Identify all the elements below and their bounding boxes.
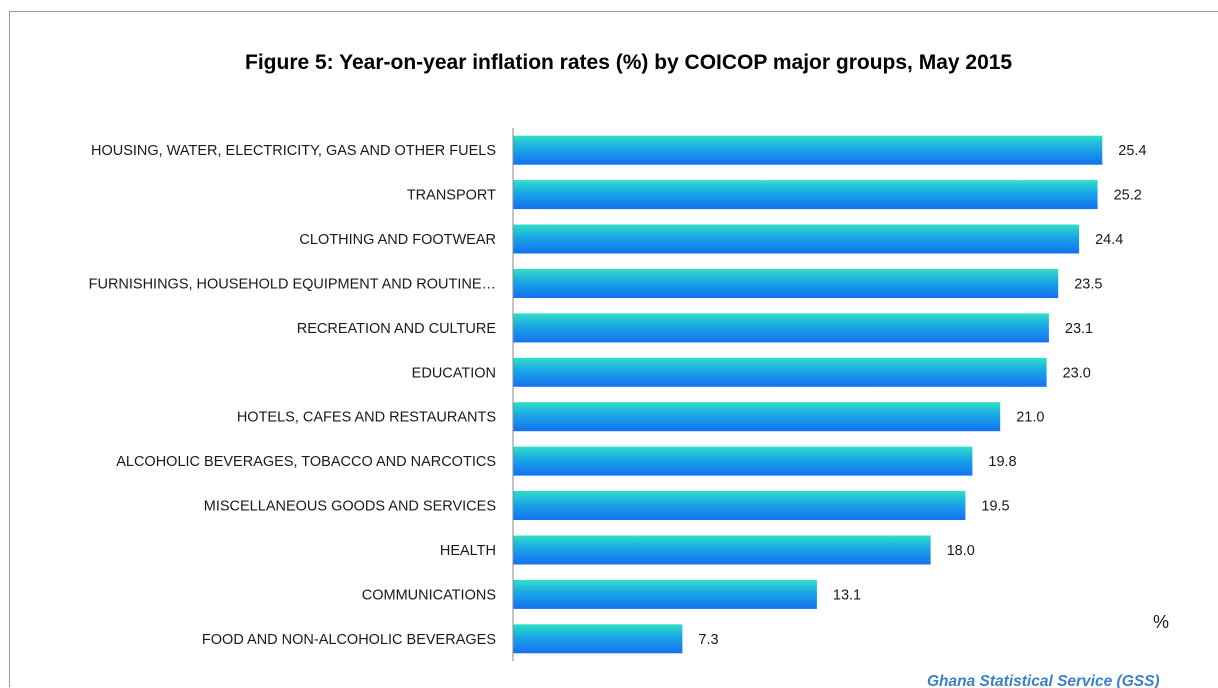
data-label: 19.5 [981, 499, 1009, 515]
bar [513, 446, 973, 476]
bar [513, 624, 683, 654]
data-label: 18.0 [947, 543, 975, 559]
category-label: HOTELS, CAFES AND RESTAURANTS [237, 410, 496, 426]
category-label: EDUCATION [412, 365, 496, 381]
bar [513, 491, 966, 520]
unit-label: % [1153, 612, 1169, 632]
data-label: 13.1 [833, 587, 861, 603]
bar [513, 535, 931, 565]
chart-title: Figure 5: Year-on-year inflation rates (… [245, 51, 1012, 74]
data-label: 23.1 [1065, 321, 1093, 337]
category-label: FURNISHINGS, HOUSEHOLD EQUIPMENT AND ROU… [89, 277, 496, 293]
data-label: 25.4 [1118, 143, 1146, 159]
bar [513, 224, 1080, 254]
category-label: HOUSING, WATER, ELECTRICITY, GAS AND OTH… [91, 143, 496, 159]
chart-frame: Figure 5: Year-on-year inflation rates (… [9, 11, 1218, 688]
bar-chart: Figure 5: Year-on-year inflation rates (… [89, 51, 1169, 688]
bar [513, 135, 1103, 165]
data-label: 24.4 [1095, 232, 1123, 248]
data-label: 21.0 [1016, 410, 1044, 426]
bar [513, 269, 1059, 298]
category-label: MISCELLANEOUS GOODS AND SERVICES [204, 499, 496, 515]
category-label: TRANSPORT [407, 188, 496, 204]
category-label: FOOD AND NON-ALCOHOLIC BEVERAGES [202, 632, 496, 648]
data-label: 23.5 [1074, 277, 1102, 293]
category-label: ALCOHOLIC BEVERAGES, TOBACCO AND NARCOTI… [116, 454, 496, 470]
bar [513, 313, 1049, 343]
category-label: CLOTHING AND FOOTWEAR [299, 232, 496, 248]
category-label: HEALTH [440, 543, 496, 559]
data-label: 25.2 [1114, 188, 1142, 204]
bars-group: HOUSING, WATER, ELECTRICITY, GAS AND OTH… [89, 135, 1147, 654]
category-label: COMMUNICATIONS [362, 587, 496, 603]
data-label: 7.3 [698, 632, 718, 648]
data-label: 19.8 [988, 454, 1016, 470]
bar [513, 180, 1098, 210]
data-label: 23.0 [1063, 365, 1091, 381]
bar [513, 579, 817, 609]
bar [513, 357, 1047, 387]
category-label: RECREATION AND CULTURE [297, 321, 497, 337]
source-credit: Ghana Statistical Service (GSS) [927, 673, 1160, 688]
bar [513, 402, 1001, 432]
